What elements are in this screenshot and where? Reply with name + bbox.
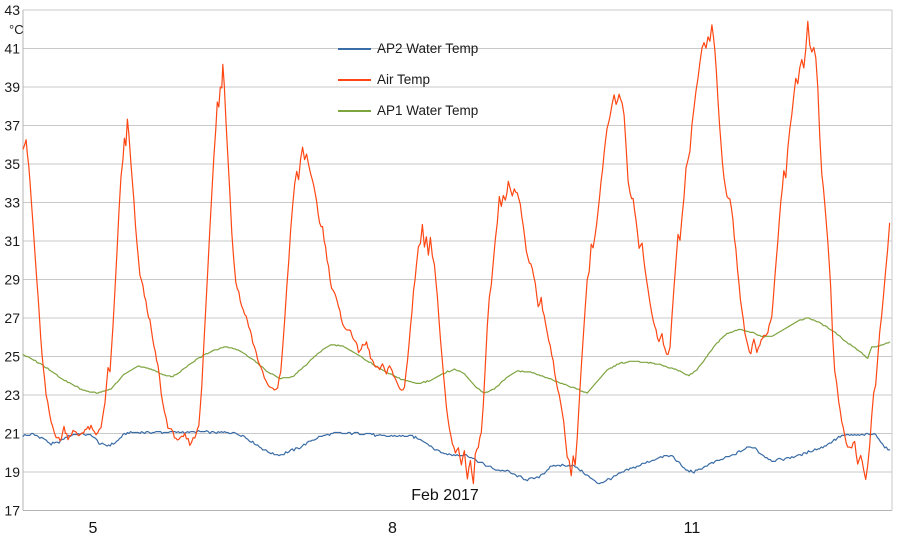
y-axis-tick-labels: 43 41 39 37 35 33 31 29 27 25 23 21 19 17: [4, 2, 20, 519]
y-tick-label: 35: [4, 156, 20, 172]
y-tick-label: 31: [4, 233, 20, 249]
y-axis-unit-label: °C: [9, 22, 24, 37]
legend-label: AP2 Water Temp: [377, 41, 479, 56]
y-tick-label: 43: [4, 2, 20, 18]
y-tick-label: 37: [4, 118, 20, 134]
legend-line-swatch-blue: [338, 47, 371, 50]
x-tick-label: 11: [684, 520, 701, 537]
y-tick-label: 27: [4, 310, 20, 326]
series-line-air-temp: [22, 20, 891, 485]
y-tick-label: 19: [4, 464, 20, 480]
x-tick-label: 5: [89, 520, 98, 537]
x-axis-tick-labels: 5 8 11: [89, 520, 701, 537]
legend-label: Air Temp: [377, 72, 431, 87]
series-line-ap2-water-temp: [22, 430, 891, 485]
legend-item-ap1-water-temp: AP1 Water Temp: [338, 95, 478, 126]
y-tick-label: 39: [4, 79, 20, 95]
gridlines: [22, 9, 893, 511]
y-tick-label: 25: [4, 349, 20, 365]
legend-label: AP1 Water Temp: [377, 103, 479, 118]
series-line-ap1-water-temp: [22, 317, 891, 394]
y-tick-label: 17: [4, 503, 20, 519]
y-tick-label: 21: [4, 426, 20, 442]
legend-line-swatch-green: [338, 109, 371, 112]
y-tick-label: 41: [4, 41, 20, 57]
y-tick-label: 33: [4, 195, 20, 211]
x-tick-label: 8: [388, 520, 397, 537]
x-axis-month-label: Feb 2017: [411, 487, 479, 504]
legend-line-swatch-red: [338, 78, 371, 81]
chart-legend: AP2 Water Temp Air Temp AP1 Water Temp: [338, 33, 478, 126]
y-tick-label: 23: [4, 387, 20, 403]
y-tick-label: 29: [4, 272, 20, 288]
legend-item-ap2-water-temp: AP2 Water Temp: [338, 33, 478, 64]
legend-item-air-temp: Air Temp: [338, 64, 478, 95]
